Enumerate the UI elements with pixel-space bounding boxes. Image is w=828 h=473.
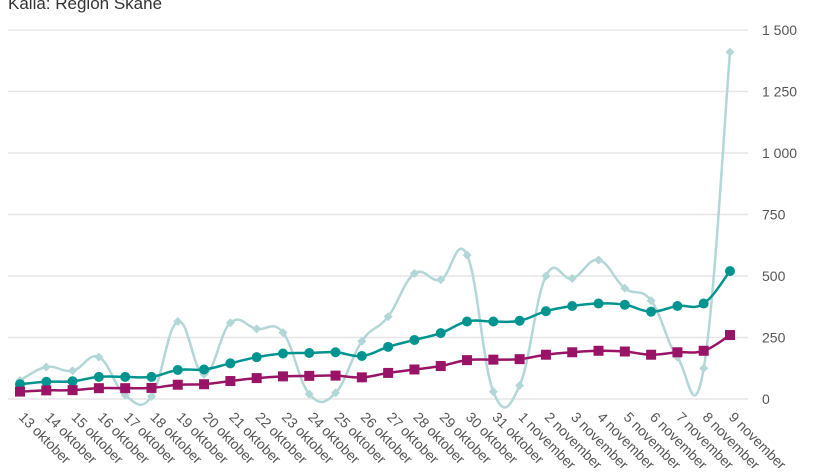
data-point <box>488 316 499 327</box>
data-point <box>619 346 630 357</box>
y-tick-label: 250 <box>762 330 786 346</box>
data-point <box>41 362 51 372</box>
data-point <box>462 250 472 260</box>
data-point <box>436 275 446 285</box>
y-axis-ticks: 0 250 500 750 1 000 1 250 1 500 <box>762 22 797 407</box>
data-point <box>278 328 288 338</box>
data-point <box>173 317 183 327</box>
data-point <box>304 389 314 399</box>
data-point <box>462 355 473 366</box>
y-tick-label: 750 <box>762 207 786 223</box>
data-point <box>41 376 52 387</box>
data-point <box>540 306 551 317</box>
data-point <box>331 388 341 398</box>
data-point <box>567 347 578 358</box>
data-point <box>672 301 683 312</box>
data-point <box>252 324 262 334</box>
data-point <box>725 330 735 341</box>
data-point <box>172 364 183 375</box>
data-point <box>357 336 367 346</box>
data-point <box>619 299 630 310</box>
data-point <box>567 273 577 283</box>
data-point <box>41 385 52 396</box>
series-group <box>15 47 735 409</box>
series-2 <box>15 266 735 390</box>
data-point <box>15 386 25 397</box>
data-point <box>594 255 604 265</box>
data-point <box>514 354 525 365</box>
data-point <box>409 364 420 375</box>
data-point <box>593 345 604 356</box>
data-point <box>435 361 446 372</box>
data-point <box>515 380 525 390</box>
grid-lines <box>8 29 748 400</box>
data-point <box>120 383 131 394</box>
data-point <box>409 334 420 345</box>
data-point <box>356 350 367 361</box>
data-point <box>646 296 656 306</box>
data-point <box>277 348 288 359</box>
data-point <box>120 371 131 382</box>
data-point <box>199 379 210 390</box>
y-tick-label: 0 <box>762 391 770 407</box>
data-point <box>646 349 657 360</box>
data-point <box>146 382 157 393</box>
data-point <box>567 301 578 312</box>
data-point <box>383 312 393 322</box>
data-point <box>383 341 394 352</box>
data-point <box>435 328 446 339</box>
data-point <box>277 371 288 382</box>
data-point <box>488 387 498 397</box>
data-point <box>68 366 78 376</box>
series-line <box>19 333 731 393</box>
data-point <box>251 352 262 363</box>
data-point <box>356 372 367 383</box>
y-tick-label: 1 000 <box>762 145 797 161</box>
data-point <box>172 379 183 390</box>
data-point <box>698 298 709 309</box>
data-point <box>725 266 735 277</box>
data-point <box>593 298 604 309</box>
series-line <box>19 270 731 386</box>
data-point <box>199 364 210 375</box>
series-3 <box>15 330 735 397</box>
data-point <box>225 318 235 328</box>
data-point <box>646 306 657 317</box>
data-point <box>698 345 709 356</box>
data-point <box>251 373 262 384</box>
data-point <box>620 283 630 293</box>
data-point <box>514 315 525 326</box>
data-point <box>146 371 157 382</box>
series-1 <box>15 47 735 409</box>
data-point <box>93 371 104 382</box>
data-point <box>330 370 341 381</box>
y-tick-label: 500 <box>762 268 786 284</box>
data-point <box>225 376 236 387</box>
data-point <box>304 347 315 358</box>
data-point <box>146 392 156 402</box>
data-point <box>94 352 104 362</box>
data-point <box>541 271 551 281</box>
data-point <box>462 316 473 327</box>
data-point <box>699 363 709 373</box>
data-point <box>540 349 551 360</box>
data-point <box>409 269 419 279</box>
source-label: Källa: Region Skåne <box>8 0 163 13</box>
data-point <box>225 358 236 369</box>
data-point <box>383 367 394 378</box>
data-point <box>672 347 683 358</box>
data-point <box>304 370 315 381</box>
data-point <box>93 383 104 394</box>
y-tick-label: 1 250 <box>762 84 797 100</box>
data-point <box>725 47 735 57</box>
data-point <box>330 347 341 358</box>
data-point <box>67 385 78 396</box>
data-point <box>488 354 499 365</box>
y-tick-label: 1 500 <box>762 22 797 38</box>
data-point <box>67 376 78 387</box>
